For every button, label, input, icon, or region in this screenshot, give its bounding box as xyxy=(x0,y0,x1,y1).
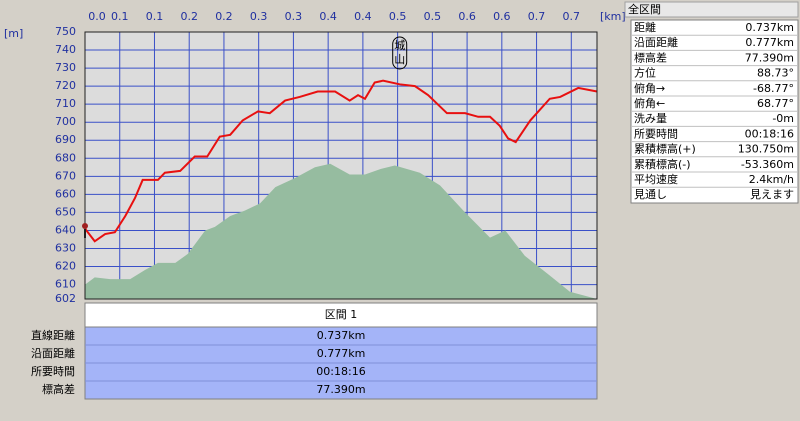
summary-key: 累積標高(-) xyxy=(634,157,691,171)
summary-value: -0m xyxy=(772,112,794,125)
x-tick-label: 0.7 xyxy=(563,10,581,23)
x-tick-label: 0.2 xyxy=(215,10,233,23)
summary-value: -53.360m xyxy=(741,158,794,171)
y-tick-label: 720 xyxy=(55,79,76,92)
section-key: 標高差 xyxy=(42,382,75,396)
x-tick-label: 0.7 xyxy=(528,10,546,23)
y-tick-label: 740 xyxy=(55,43,76,56)
x-tick-label: 0.3 xyxy=(285,10,303,23)
y-tick-label: 650 xyxy=(55,205,76,218)
summary-title: 全区間 xyxy=(628,2,661,16)
terrain-area xyxy=(85,163,597,299)
x-tick-label: 0.1 xyxy=(111,10,129,23)
summary-value: 68.77° xyxy=(757,97,794,110)
summary-value: 88.73° xyxy=(757,67,794,80)
summary-key: 平均速度 xyxy=(634,172,678,186)
summary-key: 洗み量 xyxy=(634,112,667,125)
summary-key: 見通し xyxy=(634,188,667,201)
section-rows: 直線距離 0.737km 沿面距離 0.777km 所要時間 00:18:16 標高差 77.… xyxy=(31,328,597,396)
x-tick-label: 0.1 xyxy=(146,10,164,23)
section-key: 直線距離 xyxy=(31,328,75,342)
plot-border xyxy=(84,31,598,300)
y-tick-label: 670 xyxy=(55,169,76,182)
section-header xyxy=(84,302,598,328)
annotation: 城 xyxy=(394,39,405,52)
summary-key: 方位 xyxy=(634,66,656,80)
y-tick-label: 610 xyxy=(55,278,76,291)
y-tick-label: 640 xyxy=(55,223,76,236)
x-tick-label: 0.2 xyxy=(180,10,198,23)
section-key: 沿面距離 xyxy=(31,346,75,360)
summary-key: 俯角← xyxy=(634,96,665,110)
summary-value: 77.390m xyxy=(745,51,794,64)
annotation: 山 xyxy=(394,53,405,66)
y-tick-label: 750 xyxy=(55,25,76,38)
summary-value: 130.750m xyxy=(738,143,794,156)
summary-key: 所要時間 xyxy=(634,127,678,140)
summary-value: 2.4km/h xyxy=(749,173,794,186)
x-tick-label: 0.3 xyxy=(250,10,268,23)
summary-header xyxy=(624,1,799,18)
summary-value: 0.777km xyxy=(745,36,794,49)
x-tick-label: 0.0 xyxy=(88,10,106,23)
summary-key: 標高差 xyxy=(634,50,667,64)
y-tick-label: 680 xyxy=(55,151,76,164)
x-tick-label: 0.5 xyxy=(424,10,442,23)
section-value: 00:18:16 xyxy=(316,365,365,378)
summary-key: 累積標高(+) xyxy=(634,142,696,156)
x-tick-label: 0.6 xyxy=(458,10,476,23)
x-unit: [km] xyxy=(600,10,626,23)
section-value: 77.390m xyxy=(316,383,365,396)
summary-value: 見えます xyxy=(750,188,794,201)
y-tick-label: 700 xyxy=(55,115,76,128)
summary-value: 00:18:16 xyxy=(745,127,794,140)
x-tick-label: 0.6 xyxy=(493,10,511,23)
y-tick-label: 630 xyxy=(55,241,76,254)
summary-rows: 距離 0.737km 沿面距離 0.777km 標高差 77.390m 方位 88.73° 俯角… xyxy=(631,20,798,201)
y-tick-label: 660 xyxy=(55,187,76,200)
section-value: 0.777km xyxy=(317,347,366,360)
track-line xyxy=(84,79,598,243)
y-tick-label: 620 xyxy=(55,260,76,273)
summary-value: -68.77° xyxy=(753,82,794,95)
y-unit: [m] xyxy=(4,27,23,40)
section-title: 区間 1 xyxy=(325,308,358,321)
annotation-frame xyxy=(392,36,408,70)
summary-key: 距離 xyxy=(634,20,656,34)
y-tick-label: 710 xyxy=(55,97,76,110)
hiker-icon xyxy=(82,223,88,238)
section-value: 0.737km xyxy=(317,329,366,342)
y-tick-label: 730 xyxy=(55,61,76,74)
x-tick-label: 0.4 xyxy=(319,10,337,23)
y-tick-label: 690 xyxy=(55,133,76,146)
x-tick-label: 0.5 xyxy=(389,10,407,23)
x-tick-label: 0.4 xyxy=(354,10,372,23)
plot: 城山 xyxy=(84,36,598,299)
summary-key: 俯角→ xyxy=(634,81,665,95)
section-key: 所要時間 xyxy=(31,365,75,378)
summary-value: 0.737km xyxy=(745,21,794,34)
y-tick-label: 602 xyxy=(55,292,76,305)
summary-key: 沿面距離 xyxy=(634,35,678,49)
